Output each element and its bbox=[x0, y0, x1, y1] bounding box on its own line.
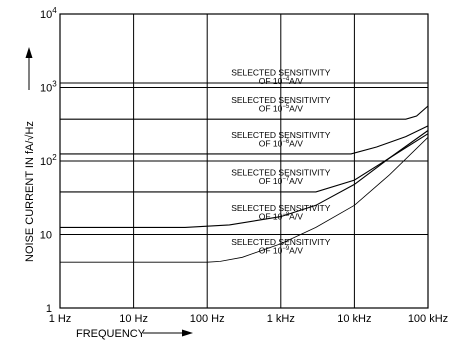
annotation-line1: SELECTED SENSITIVITY bbox=[231, 168, 331, 178]
annotation-line2: OF 10−8A/V bbox=[259, 211, 303, 221]
y-tick-label: 103 bbox=[40, 80, 57, 95]
plot-frame bbox=[59, 13, 429, 309]
x-tick-label: 100 kHz bbox=[408, 313, 448, 325]
x-tick-label: 10 Hz bbox=[119, 313, 148, 325]
x-tick-label: 1 Hz bbox=[49, 313, 72, 325]
annotation-line1: SELECTED SENSITIVITY bbox=[231, 95, 331, 105]
y-axis-label: NOISE CURRENT IN fA/√Hz bbox=[24, 121, 36, 262]
x-tick-label: 10 kHz bbox=[337, 313, 371, 325]
annotation-line1: SELECTED SENSITIVITY bbox=[231, 237, 331, 247]
noise-curve bbox=[60, 133, 429, 228]
x-tick-label: 100 Hz bbox=[190, 313, 225, 325]
y-tick-label: 10 bbox=[40, 230, 52, 242]
x-axis-label: FREQUENCY bbox=[76, 328, 146, 340]
y-tick-label: 104 bbox=[40, 6, 57, 21]
y-tick-label: 1 bbox=[46, 303, 52, 315]
curves bbox=[60, 82, 429, 263]
tick-labels: 1 Hz 10 Hz 100 Hz 1 kHz 10 kHz 100 kHz 1 10 102 1… bbox=[40, 6, 448, 325]
y-tick-label: 102 bbox=[40, 153, 57, 168]
annotation-line2: OF 10−4A/V bbox=[259, 76, 303, 86]
grid bbox=[60, 14, 428, 308]
y-axis-label-group: NOISE CURRENT IN fA/√Hz bbox=[24, 47, 36, 262]
noise-curve bbox=[60, 137, 429, 263]
annotation-line1: SELECTED SENSITIVITY bbox=[231, 130, 331, 140]
annotation-line2: OF 10−9A/V bbox=[259, 245, 303, 255]
annotation-line1: SELECTED SENSITIVITY bbox=[231, 68, 331, 78]
noise-curve bbox=[60, 125, 429, 155]
annotation-line2: OF 10−5A/V bbox=[259, 103, 303, 113]
annotation-line2: OF 10−7A/V bbox=[259, 176, 303, 186]
annotation-line2: OF 10−6A/V bbox=[259, 139, 303, 149]
noise-curve bbox=[60, 130, 429, 193]
x-tick-label: 1 kHz bbox=[267, 313, 295, 325]
annotation-line1: SELECTED SENSITIVITY bbox=[231, 203, 331, 213]
noise-curve bbox=[60, 105, 429, 120]
x-axis-arrow bbox=[143, 329, 193, 337]
